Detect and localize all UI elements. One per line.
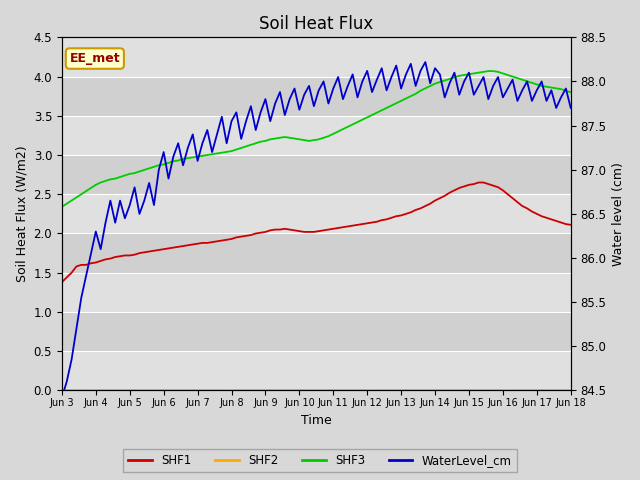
Y-axis label: Water level (cm): Water level (cm) [612,162,625,266]
Text: EE_met: EE_met [70,52,120,65]
Bar [62,116,571,155]
Bar [62,155,571,194]
Bar [62,77,571,116]
Bar [62,351,571,390]
Legend: SHF1, SHF2, SHF3, WaterLevel_cm: SHF1, SHF2, SHF3, WaterLevel_cm [124,449,516,472]
Bar [62,37,571,77]
Bar [62,233,571,273]
Bar [62,194,571,233]
Bar [62,312,571,351]
X-axis label: Time: Time [301,414,332,427]
Bar [62,273,571,312]
Title: Soil Heat Flux: Soil Heat Flux [259,15,373,33]
Y-axis label: Soil Heat Flux (W/m2): Soil Heat Flux (W/m2) [15,145,28,282]
